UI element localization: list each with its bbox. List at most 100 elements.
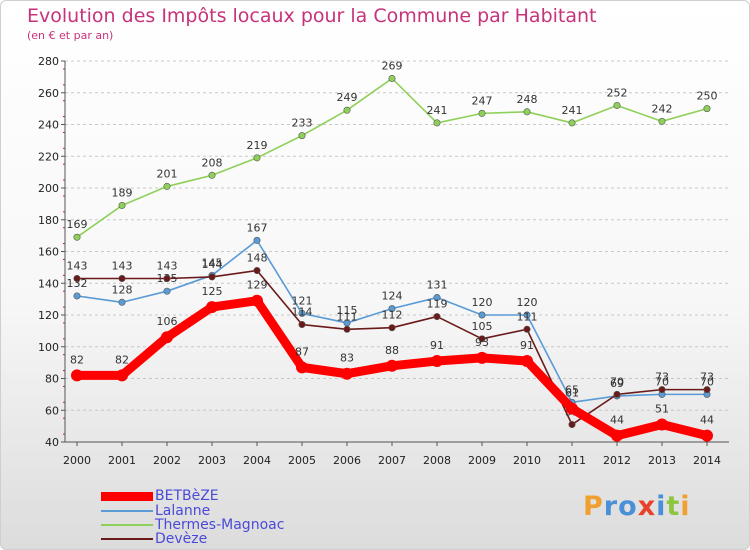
data-label: 167 bbox=[247, 221, 268, 234]
data-label: 144 bbox=[202, 258, 223, 271]
data-point bbox=[658, 117, 666, 125]
data-point bbox=[116, 369, 128, 382]
x-tick-label: 2007 bbox=[378, 454, 406, 467]
data-point bbox=[478, 109, 486, 117]
data-label: 169 bbox=[67, 218, 88, 231]
x-tick-label: 2004 bbox=[243, 454, 271, 467]
data-label: 189 bbox=[112, 186, 133, 199]
x-tick-label: 2014 bbox=[693, 454, 721, 467]
legend-label: Devèze bbox=[155, 531, 208, 547]
data-label: 111 bbox=[337, 310, 358, 323]
data-label: 242 bbox=[652, 102, 673, 115]
data-label: 112 bbox=[382, 309, 403, 322]
data-point bbox=[386, 359, 398, 372]
x-tick-label: 2008 bbox=[423, 454, 451, 467]
data-label: 219 bbox=[247, 139, 268, 152]
data-label: 120 bbox=[472, 296, 493, 309]
data-point bbox=[163, 287, 171, 295]
data-label: 143 bbox=[67, 259, 88, 272]
data-point bbox=[656, 418, 668, 431]
data-label: 44 bbox=[700, 414, 714, 427]
x-tick-label: 2009 bbox=[468, 454, 496, 467]
y-tick-label: 100 bbox=[38, 341, 59, 354]
data-label: 93 bbox=[475, 336, 489, 349]
data-point bbox=[298, 309, 306, 317]
data-point bbox=[163, 274, 171, 282]
data-point bbox=[523, 325, 531, 333]
legend-item-deveze: Devèze bbox=[101, 531, 208, 547]
data-label: 148 bbox=[247, 252, 268, 265]
data-point bbox=[388, 324, 396, 332]
data-label: 69 bbox=[610, 377, 624, 390]
data-label: 201 bbox=[157, 167, 178, 180]
data-point bbox=[253, 154, 261, 162]
data-label: 121 bbox=[292, 294, 313, 307]
data-point bbox=[296, 361, 308, 374]
data-label: 114 bbox=[292, 306, 313, 319]
x-tick-label: 2002 bbox=[153, 454, 181, 467]
data-point bbox=[73, 292, 81, 300]
data-label: 248 bbox=[517, 93, 538, 106]
data-label: 132 bbox=[67, 277, 88, 290]
data-point bbox=[253, 267, 261, 275]
data-point bbox=[478, 311, 486, 319]
data-label: 115 bbox=[337, 304, 358, 317]
data-label: 252 bbox=[607, 86, 628, 99]
y-tick-label: 180 bbox=[38, 214, 59, 227]
data-label: 73 bbox=[655, 371, 669, 384]
data-label: 65 bbox=[565, 383, 579, 396]
data-point bbox=[298, 321, 306, 329]
data-point bbox=[701, 429, 713, 442]
data-point bbox=[478, 335, 486, 343]
data-point bbox=[433, 294, 441, 302]
data-point bbox=[521, 355, 533, 368]
data-label: 70 bbox=[610, 375, 624, 388]
chart-title: Evolution des Impôts locaux pour la Comm… bbox=[27, 5, 597, 27]
data-label: 124 bbox=[382, 290, 403, 303]
data-label: 70 bbox=[655, 375, 669, 388]
chart-subtitle: (en € et par an) bbox=[27, 29, 114, 42]
data-point bbox=[613, 390, 621, 398]
data-point bbox=[163, 182, 171, 190]
data-point bbox=[73, 274, 81, 282]
x-tick-label: 2003 bbox=[198, 454, 226, 467]
data-point bbox=[118, 274, 126, 282]
data-label: 120 bbox=[517, 296, 538, 309]
data-label: 91 bbox=[520, 339, 534, 352]
legend-label: Thermes-Magnoac bbox=[155, 517, 285, 533]
data-point bbox=[343, 325, 351, 333]
legend-swatch bbox=[101, 524, 153, 526]
data-point bbox=[658, 386, 666, 394]
data-point bbox=[566, 402, 578, 415]
data-label: 129 bbox=[247, 279, 268, 292]
y-tick-label: 140 bbox=[38, 277, 59, 290]
data-label: 82 bbox=[70, 353, 84, 366]
data-point bbox=[71, 369, 83, 382]
data-label: 119 bbox=[427, 298, 448, 311]
x-tick-label: 2013 bbox=[648, 454, 676, 467]
data-label: 249 bbox=[337, 91, 358, 104]
data-point bbox=[431, 355, 443, 368]
x-tick-label: 2010 bbox=[513, 454, 541, 467]
data-point bbox=[251, 294, 263, 307]
y-tick-label: 240 bbox=[38, 119, 59, 132]
y-tick-label: 40 bbox=[45, 436, 59, 449]
data-point bbox=[703, 386, 711, 394]
data-label: 143 bbox=[157, 259, 178, 272]
data-label: 241 bbox=[427, 104, 448, 117]
series-line bbox=[76, 77, 708, 239]
data-point bbox=[118, 201, 126, 209]
data-point bbox=[433, 119, 441, 127]
legend-item-lalanne: Lalanne bbox=[101, 503, 210, 519]
data-point bbox=[341, 367, 353, 380]
data-point bbox=[161, 331, 173, 344]
data-point bbox=[523, 311, 531, 319]
data-point bbox=[523, 108, 531, 116]
data-label: 145 bbox=[202, 256, 223, 269]
data-point bbox=[253, 236, 261, 244]
data-label: 143 bbox=[112, 259, 133, 272]
data-point bbox=[118, 298, 126, 306]
data-label: 87 bbox=[295, 345, 309, 358]
